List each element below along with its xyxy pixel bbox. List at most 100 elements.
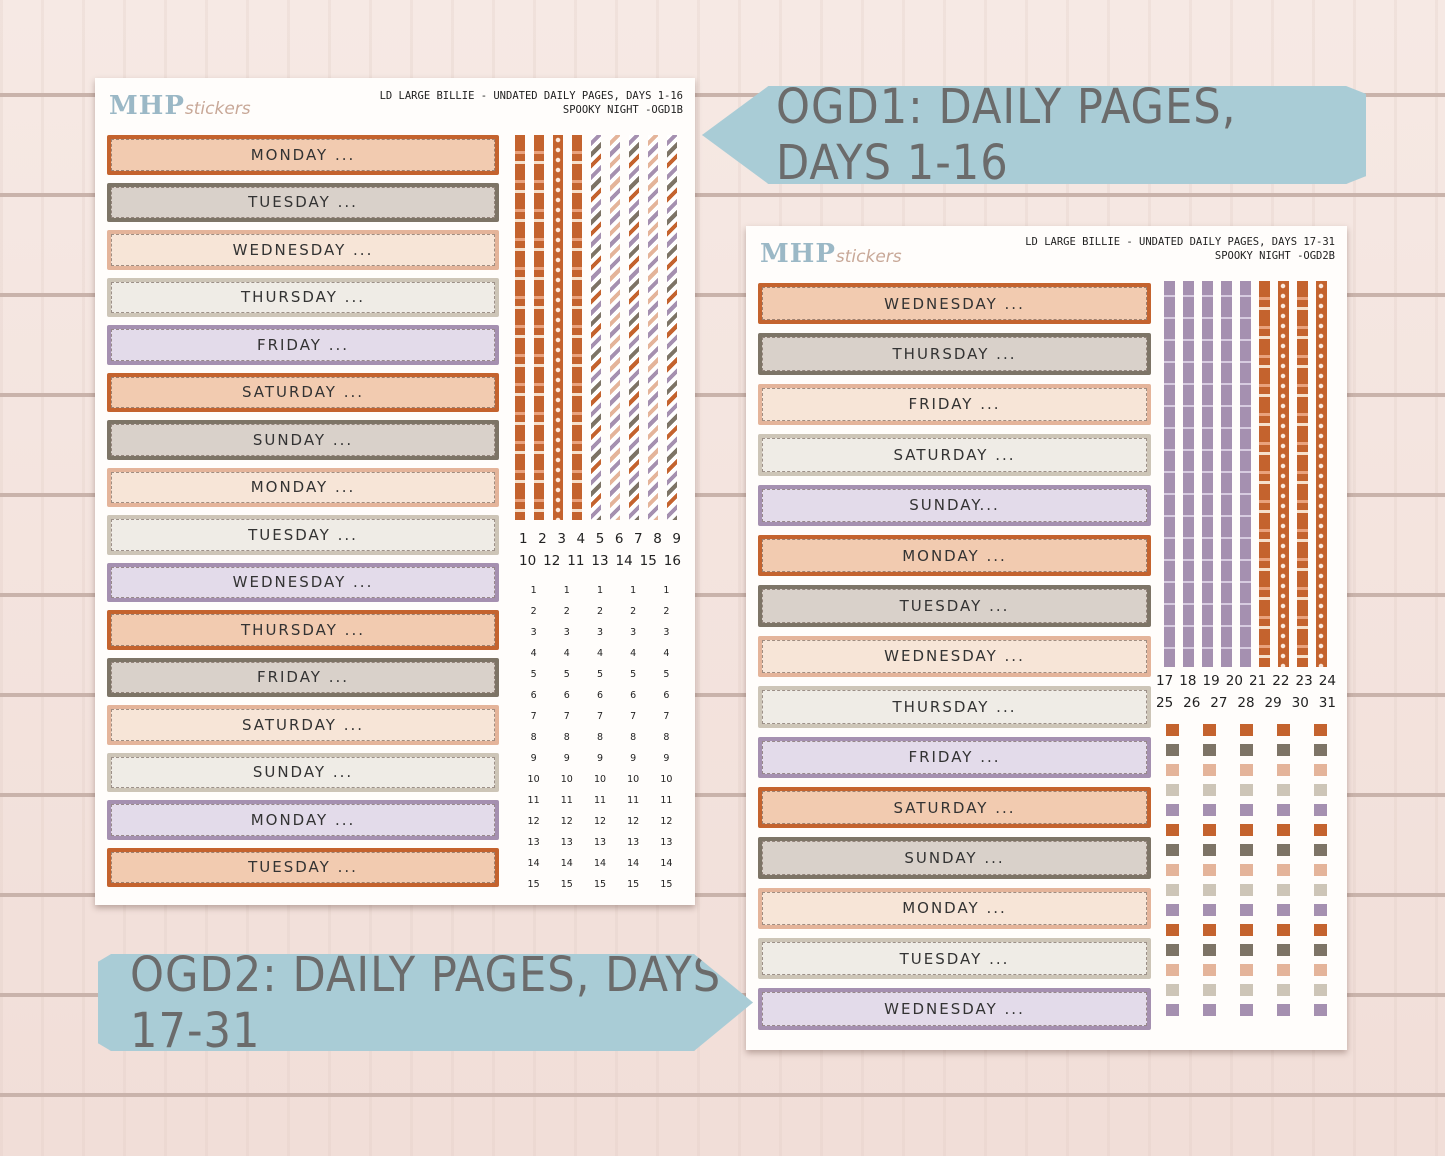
color-square-sticker: [1166, 924, 1179, 936]
strip-number: 22: [1272, 673, 1290, 689]
pattern-strip: [1221, 281, 1232, 667]
number-sticker: 11: [593, 795, 607, 806]
number-sticker: 11: [527, 795, 540, 806]
ogd2-arrow-text: OGD2: DAILY PAGES, DAYS 17-31: [130, 946, 722, 1059]
number-sticker: 5: [663, 669, 670, 680]
logo-stickers: stickers: [835, 247, 902, 267]
color-square-sticker: [1240, 724, 1253, 736]
strip-number: 3: [557, 531, 566, 547]
color-square-sticker: [1166, 864, 1179, 876]
color-square-sticker: [1166, 764, 1179, 776]
number-sticker: 7: [630, 711, 637, 722]
number-sticker: 14: [527, 858, 540, 869]
color-square-sticker: [1240, 904, 1253, 916]
number-sticker: 13: [593, 837, 607, 848]
strip-number: 26: [1183, 695, 1201, 711]
strip-number: 1: [519, 531, 528, 547]
pattern-strip: [1259, 281, 1270, 667]
color-square-sticker: [1314, 984, 1327, 996]
day-banner-sticker: FRIDAY ...: [107, 657, 499, 697]
color-square-sticker: [1277, 1004, 1290, 1016]
number-sticker: 6: [663, 690, 670, 701]
strip-number-labels: 17 18 19 20 21 22 23 24 25 26 27 28 29 30 31: [1156, 670, 1336, 714]
strip-number-row: 17 18 19 20 21 22 23 24: [1156, 670, 1336, 692]
day-banner-sticker: WEDNESDAY ...: [758, 283, 1151, 325]
number-sticker: 14: [660, 858, 673, 869]
color-square-sticker: [1240, 824, 1253, 836]
day-banner-label: MONDAY ...: [762, 891, 1147, 926]
day-banner-sticker: SUNDAY...: [758, 484, 1151, 526]
color-square-sticker: [1203, 844, 1216, 856]
day-banner-sticker: THURSDAY ...: [758, 686, 1151, 728]
number-sticker: 4: [630, 648, 637, 659]
color-square-sticker: [1314, 724, 1327, 736]
strip-number: 13: [591, 553, 609, 569]
sheet-title-line2: SPOOKY NIGHT -OGD1B: [562, 104, 683, 116]
number-sticker: 15: [560, 879, 573, 890]
sticker-sheet-ogd2: MHPstickers LD LARGE BILLIE - UNDATED DA…: [746, 226, 1347, 1050]
color-square-sticker: [1277, 904, 1290, 916]
day-banner-sticker: MONDAY ...: [758, 534, 1151, 577]
day-banner-sticker: SUNDAY ...: [758, 837, 1151, 879]
sheet-title-line1: LD LARGE BILLIE - UNDATED DAILY PAGES, D…: [379, 90, 683, 102]
number-sticker: 2: [630, 606, 637, 617]
number-sticker: 2: [663, 606, 670, 617]
color-square-sticker: [1277, 844, 1290, 856]
number-sticker: 3: [563, 627, 570, 638]
strip-number: 10: [519, 553, 537, 569]
day-banner-sticker: WEDNESDAY ...: [758, 988, 1151, 1030]
strip-number: 8: [653, 531, 662, 547]
number-sticker: 9: [630, 753, 637, 764]
strip-number-row: 10 12 11 13 14 15 16: [519, 550, 681, 572]
color-square-sticker: [1277, 964, 1290, 976]
color-square-sticker: [1314, 844, 1327, 856]
day-banner-label: FRIDAY ...: [111, 661, 495, 693]
color-square-sticker: [1203, 784, 1216, 796]
day-banner-label: TUESDAY ...: [111, 851, 495, 883]
sheet-title-line1: LD LARGE BILLIE - UNDATED DAILY PAGES, D…: [1025, 236, 1335, 248]
pattern-strip: [572, 135, 582, 520]
number-sticker: 7: [563, 711, 570, 722]
day-banner-label: WEDNESDAY ...: [762, 287, 1147, 321]
day-banner-label: WEDNESDAY ...: [111, 234, 495, 266]
number-sticker: 1: [630, 585, 637, 596]
color-square-sticker: [1166, 964, 1179, 976]
strip-number: 24: [1318, 673, 1336, 689]
day-banner-label: TUESDAY ...: [111, 186, 495, 218]
pattern-strips: [515, 135, 677, 520]
color-square-sticker: [1203, 1004, 1216, 1016]
number-sticker: 10: [527, 774, 540, 785]
day-banner-sticker: SUNDAY ...: [107, 420, 499, 460]
strip-number: 29: [1264, 695, 1282, 711]
sheet-title: LD LARGE BILLIE - UNDATED DAILY PAGES, D…: [380, 89, 683, 117]
day-banner-label: THURSDAY ...: [111, 614, 495, 646]
day-banner-sticker: TUESDAY ...: [758, 585, 1151, 627]
day-banner-sticker: MONDAY ...: [107, 800, 499, 840]
color-square-sticker: [1166, 744, 1179, 756]
number-sticker: 11: [627, 795, 640, 806]
day-banner-sticker: TUESDAY ...: [107, 182, 499, 222]
day-banner-sticker: SATURDAY ...: [107, 705, 499, 745]
color-square-sticker: [1166, 984, 1179, 996]
day-banner-label: SUNDAY ...: [111, 424, 495, 456]
pattern-strip: [610, 135, 620, 520]
logo-stickers: stickers: [184, 99, 251, 119]
strip-number: 30: [1291, 695, 1309, 711]
color-square-sticker: [1277, 984, 1290, 996]
mhp-stickers-logo: MHPstickers: [760, 239, 902, 269]
color-square-sticker: [1166, 844, 1179, 856]
color-square-sticker: [1240, 1004, 1253, 1016]
ogd1-arrow-text: OGD1: DAILY PAGES, DAYS 1-16: [776, 79, 1237, 191]
day-banner-sticker: SATURDAY ...: [107, 372, 499, 412]
pattern-strip: [1183, 281, 1194, 667]
pattern-strip: [1164, 281, 1175, 667]
day-banner-label: THURSDAY ...: [762, 337, 1147, 371]
ogd1-arrow-label: OGD1: DAILY PAGES, DAYS 1-16: [702, 86, 1366, 184]
number-sticker: 9: [530, 753, 537, 764]
strip-number: 23: [1295, 673, 1313, 689]
color-square-sticker: [1277, 744, 1290, 756]
number-sticker: 14: [627, 858, 640, 869]
color-square-sticker: [1203, 744, 1216, 756]
day-banner-sticker: TUESDAY ...: [758, 938, 1151, 980]
color-square-sticker: [1314, 964, 1327, 976]
